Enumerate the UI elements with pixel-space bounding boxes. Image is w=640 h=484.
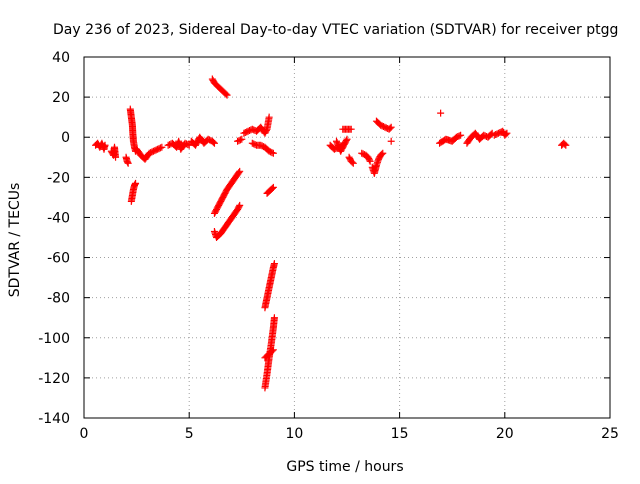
y-tick-label: -140 bbox=[38, 411, 70, 427]
x-tick-label: 10 bbox=[285, 426, 303, 442]
data-point bbox=[365, 156, 373, 164]
data-point bbox=[457, 131, 465, 139]
series-arc-8h-neg bbox=[248, 139, 277, 157]
series-arc-8h-deep1 bbox=[261, 260, 278, 312]
x-tick-label: 20 bbox=[496, 426, 514, 442]
data-point bbox=[387, 137, 395, 145]
data-point bbox=[268, 347, 276, 355]
y-tick-label: -100 bbox=[38, 331, 70, 347]
data-point bbox=[236, 136, 244, 144]
y-tick-label: -80 bbox=[47, 291, 70, 307]
data-point bbox=[347, 125, 355, 133]
series-arc-12-6h-neg bbox=[345, 153, 357, 167]
data-point bbox=[269, 346, 277, 354]
data-point bbox=[101, 141, 109, 149]
series-arc-6h-high bbox=[208, 75, 231, 99]
data-point bbox=[132, 179, 140, 187]
series-arc-13h bbox=[358, 149, 374, 165]
series-arc-00-50h bbox=[92, 139, 109, 153]
series-arc-2-5h bbox=[133, 143, 166, 163]
grid-layer bbox=[84, 57, 610, 418]
data-point bbox=[223, 91, 231, 99]
data-point bbox=[124, 159, 132, 167]
data-point bbox=[366, 157, 374, 165]
y-tick-label: 0 bbox=[61, 130, 70, 146]
series-arc-8h-mid bbox=[263, 183, 277, 197]
data-point bbox=[386, 124, 394, 132]
series-arc-2h-neg bbox=[122, 153, 132, 167]
data-point bbox=[210, 139, 218, 147]
series-arc-8h-deep3 bbox=[261, 346, 277, 362]
series-arc-14h-high bbox=[372, 117, 395, 133]
data-point bbox=[184, 141, 192, 149]
data-point bbox=[342, 137, 350, 145]
series-arc-12h-high bbox=[339, 125, 355, 133]
data-point bbox=[235, 169, 243, 177]
data-point bbox=[238, 135, 246, 143]
data-point bbox=[455, 132, 463, 140]
data-point bbox=[265, 113, 273, 121]
data-point bbox=[348, 158, 356, 166]
series-arc-19-20h bbox=[490, 127, 511, 139]
data-point bbox=[562, 141, 570, 149]
data-point bbox=[349, 159, 357, 167]
series-arc-5h bbox=[187, 133, 218, 149]
data-point bbox=[268, 149, 276, 157]
y-tick-label: 20 bbox=[52, 90, 70, 106]
data-point bbox=[156, 144, 164, 152]
series-arc-6h-diag2 bbox=[210, 201, 244, 241]
x-tick-label: 25 bbox=[601, 426, 619, 442]
x-axis-label: GPS time / hours bbox=[286, 459, 403, 475]
series-arc-17h-single bbox=[437, 109, 445, 117]
x-tick-label: 0 bbox=[80, 426, 89, 442]
series-arc-17h bbox=[436, 131, 465, 147]
data-point bbox=[503, 129, 511, 137]
data-point bbox=[502, 130, 510, 138]
data-point bbox=[269, 149, 277, 157]
y-tick-label: -40 bbox=[47, 210, 70, 226]
chart-title: Day 236 of 2023, Sidereal Day-to-day VTE… bbox=[53, 22, 618, 38]
tick-label-layer: 0 5 10 15 20 25 40 20 0 -20 -40 -60 -80 -100 -120 -140 bbox=[38, 50, 619, 442]
x-tick-label: 5 bbox=[185, 426, 194, 442]
y-tick-label: 40 bbox=[52, 50, 70, 66]
series-arc-18-19h bbox=[463, 129, 496, 147]
x-tick-label: 15 bbox=[391, 426, 409, 442]
data-point bbox=[222, 90, 230, 98]
data-point bbox=[561, 140, 569, 148]
y-tick-label: -60 bbox=[47, 251, 70, 267]
data-point bbox=[343, 135, 351, 143]
data-point bbox=[270, 260, 278, 268]
data-point bbox=[236, 167, 244, 175]
series-arc-12h bbox=[332, 135, 351, 155]
y-tick-label: -20 bbox=[47, 170, 70, 186]
data-point bbox=[270, 314, 278, 322]
y-axis-label: SDTVAR / TECUs bbox=[7, 183, 23, 298]
series-arc-14-6h bbox=[387, 137, 395, 145]
y-tick-label: -120 bbox=[38, 371, 70, 387]
series-arc-2h-low bbox=[127, 179, 140, 205]
series-arc-23h bbox=[558, 139, 570, 149]
data-point bbox=[269, 183, 277, 191]
data-point bbox=[437, 109, 445, 117]
data-point bbox=[209, 138, 217, 146]
data-point bbox=[387, 123, 395, 131]
data-point bbox=[185, 141, 193, 149]
series-arc-7-8h bbox=[240, 113, 273, 137]
data-point bbox=[379, 149, 387, 157]
plot-frame bbox=[83, 56, 611, 419]
data-point bbox=[236, 201, 244, 209]
data-point bbox=[235, 203, 243, 211]
points-layer bbox=[92, 75, 570, 392]
series-arc-4h bbox=[164, 137, 193, 153]
series-arc-13-8h bbox=[368, 149, 387, 177]
data-point bbox=[378, 150, 386, 158]
data-point bbox=[112, 153, 120, 161]
data-point bbox=[158, 143, 166, 151]
series-arc-1-4h bbox=[107, 143, 120, 161]
data-point bbox=[268, 184, 276, 192]
series-arc-7h bbox=[234, 135, 246, 145]
series-arc-6h-diag bbox=[210, 167, 244, 217]
tick-layer bbox=[83, 56, 611, 419]
